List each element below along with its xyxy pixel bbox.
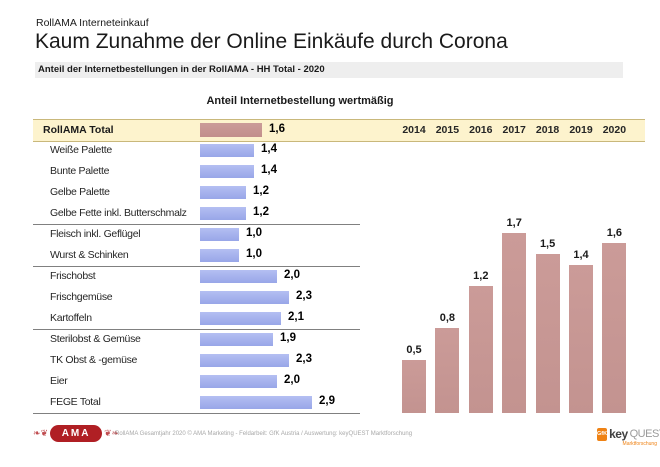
highlight-band: RollAMA Total 1,6 2014 2015 2016 2017 2018 20… xyxy=(33,119,645,142)
ama-logo-text: AMA xyxy=(50,425,103,442)
year-bar-value: 0,8 xyxy=(439,312,456,324)
year-bar-value: 1,2 xyxy=(473,270,489,282)
table-row: Weiße Palette 1,4 xyxy=(33,140,378,161)
year-bar xyxy=(435,328,460,413)
row-label: Frischobst xyxy=(50,270,96,282)
year-bar xyxy=(468,286,493,413)
year-label: 2020 xyxy=(602,124,627,136)
row-value: 1,4 xyxy=(261,164,277,176)
row-label: Sterilobst & Gemüse xyxy=(50,333,141,345)
total-bar xyxy=(200,123,262,137)
row-value: 1,9 xyxy=(280,332,296,344)
row-bar xyxy=(200,207,246,220)
page-title: Kaum Zunahme der Online Einkäufe durch C… xyxy=(35,30,508,53)
keyquest-bold-text: key xyxy=(609,427,628,441)
table-row: Kartoffeln 2,1 xyxy=(33,308,378,329)
table-row: Wurst & Schinken 1,0 xyxy=(33,245,378,266)
year-bar xyxy=(569,265,593,413)
row-value: 2,3 xyxy=(296,353,312,365)
row-label: Weiße Palette xyxy=(50,144,112,156)
row-bar xyxy=(200,291,289,304)
row-value: 2,3 xyxy=(296,290,312,302)
ama-ornament-left-icon: ❧❦ xyxy=(33,428,49,438)
row-label: Wurst & Schinken xyxy=(50,249,129,261)
row-bar xyxy=(200,333,273,346)
table-row: Frischgemüse 2,3 xyxy=(33,287,378,308)
table-row: Bunte Palette 1,4 xyxy=(33,161,378,182)
year-bar xyxy=(602,243,627,413)
row-label: Gelbe Fette inkl. Butterschmalz xyxy=(50,207,187,219)
keyquest-logo: GfK keyQUEST Marktforschung xyxy=(597,427,660,447)
row-bar xyxy=(200,186,246,199)
keyquest-subtitle: Marktforschung xyxy=(622,441,657,447)
row-bar xyxy=(200,375,277,388)
separator-line xyxy=(33,266,360,267)
table-row: FEGE Total 2,9 xyxy=(33,392,378,413)
row-label: Gelbe Palette xyxy=(50,186,110,198)
row-bar xyxy=(200,312,281,325)
row-bar xyxy=(200,144,254,157)
year-label: 2014 xyxy=(402,124,426,136)
year-label: 2018 xyxy=(535,124,560,136)
keyquest-light-text: QUEST xyxy=(629,428,660,440)
row-value: 2,0 xyxy=(284,269,300,281)
row-bar xyxy=(200,270,277,283)
year-label: 2016 xyxy=(469,124,493,136)
row-value: 1,2 xyxy=(253,206,269,218)
table-row: Fleisch inkl. Geflügel 1,0 xyxy=(33,224,378,245)
row-label: Eier xyxy=(50,375,68,387)
row-value: 1,4 xyxy=(261,143,277,155)
year-label: 2017 xyxy=(502,124,526,136)
row-bar xyxy=(200,228,239,241)
table-row: TK Obst & -gemüse 2,3 xyxy=(33,350,378,371)
row-label: TK Obst & -gemüse xyxy=(50,354,138,366)
ama-ornament-right-icon: ❦❧ xyxy=(104,428,120,438)
row-value: 1,0 xyxy=(246,227,262,239)
year-bar xyxy=(402,360,426,413)
row-label-total: RollAMA Total xyxy=(43,124,114,136)
table-row: Frischobst 2,0 xyxy=(33,266,378,287)
year-bar-value: 1,6 xyxy=(606,227,623,239)
row-label: FEGE Total xyxy=(50,396,101,408)
row-bar xyxy=(200,165,254,178)
row-value: 2,9 xyxy=(319,395,335,407)
row-value: 2,1 xyxy=(288,311,304,323)
total-value: 1,6 xyxy=(269,123,285,135)
subtitle-bar: Anteil der Internetbestellungen in der R… xyxy=(35,62,623,78)
kicker-text: RollAMA Interneteinkauf xyxy=(36,17,149,29)
table-row: Gelbe Fette inkl. Butterschmalz 1,2 xyxy=(33,203,378,224)
separator-line xyxy=(33,329,360,330)
chart-title: Anteil Internetbestellung wertmäßig xyxy=(206,95,394,107)
row-value: 2,0 xyxy=(284,374,300,386)
table-row: Gelbe Palette 1,2 xyxy=(33,182,378,203)
row-label: Bunte Palette xyxy=(50,165,110,177)
year-bar-value: 0,5 xyxy=(406,344,422,356)
row-value: 1,2 xyxy=(253,185,269,197)
year-bar-value: 1,7 xyxy=(506,217,522,229)
year-bar xyxy=(502,233,527,413)
table-row: Sterilobst & Gemüse 1,9 xyxy=(33,329,378,350)
ama-logo: ❧❦ AMA ❦❧ xyxy=(33,425,119,442)
row-bar xyxy=(200,354,289,367)
separator-line xyxy=(33,413,360,414)
separator-line xyxy=(33,224,360,225)
row-label: Kartoffeln xyxy=(50,312,92,324)
gfk-logo-icon: GfK xyxy=(597,427,608,441)
row-value: 1,0 xyxy=(246,248,262,260)
footer-credit: RollAMA Gesamtjahr 2020 © AMA Marketing … xyxy=(115,431,413,437)
year-bar-value: 1,5 xyxy=(539,238,556,250)
table-row: Eier 2,0 xyxy=(33,371,378,392)
year-bar-value: 1,4 xyxy=(573,249,589,261)
year-label: 2015 xyxy=(435,124,460,136)
year-label: 2019 xyxy=(569,124,593,136)
row-bar xyxy=(200,249,239,262)
row-label: Fleisch inkl. Geflügel xyxy=(50,228,141,240)
row-label: Frischgemüse xyxy=(50,291,113,303)
year-bar xyxy=(535,254,560,413)
row-bar xyxy=(200,396,312,409)
